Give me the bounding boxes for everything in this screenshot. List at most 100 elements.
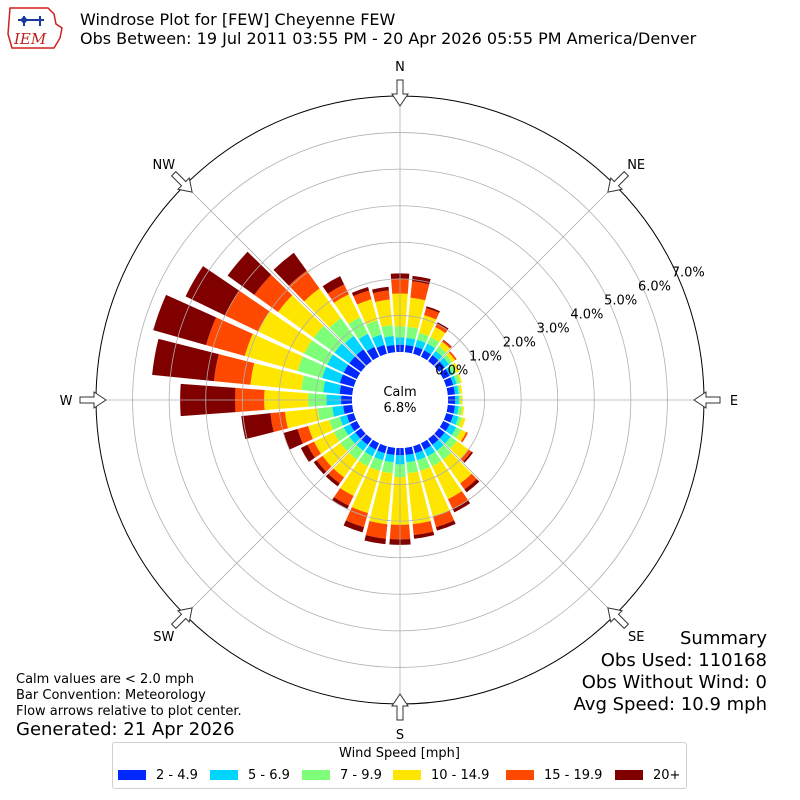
rose-bar-segment [381, 460, 394, 474]
rose-bar-segment [417, 332, 429, 343]
calm-definition-note: Calm values are < 2.0 mph [16, 672, 195, 687]
rose-bar-segment [436, 322, 449, 331]
rose-bar-segment [448, 351, 457, 361]
rose-bar-segment [278, 295, 324, 338]
rose-bar-segment [413, 346, 423, 357]
rose-bar-segment [410, 281, 430, 301]
legend-swatch [393, 770, 421, 780]
radial-tick-label: 7.0% [672, 266, 705, 281]
rose-bar-segment [424, 343, 436, 355]
compass-label: N [395, 60, 405, 75]
rose-bar-segment [357, 299, 378, 325]
radial-tick-label: 0.0% [435, 364, 468, 379]
legend-item: 2 - 4.9 [118, 768, 198, 783]
rose-bar-segment [206, 317, 253, 357]
rose-bar-segment [339, 415, 350, 426]
rose-bar-segment [317, 406, 334, 421]
radial-tick-label: 3.0% [537, 322, 570, 337]
rose-bar-segment [445, 366, 454, 376]
rose-bar-segment [331, 497, 349, 510]
rose-bar-segment [329, 318, 354, 344]
rose-bar-segment [407, 297, 426, 329]
flow-arrow-icon [170, 607, 193, 630]
rose-bar-segment [458, 384, 463, 394]
rose-bar-segment [353, 290, 372, 305]
grid-spoke [433, 184, 616, 367]
rose-bar-segment [364, 445, 376, 457]
rose-bar-segment [344, 335, 364, 356]
rose-bar-segment [452, 500, 471, 513]
compass-label: SE [628, 630, 644, 645]
rose-bar-segment [405, 337, 416, 347]
rose-bar-segment [333, 452, 357, 478]
rose-bar-segment [244, 333, 303, 371]
legend-label: 20+ [653, 768, 681, 783]
rose-bar-segment [346, 413, 357, 423]
rose-bar-segment [415, 450, 426, 461]
rose-bar-segment [427, 451, 442, 467]
rose-bar-segment [443, 413, 454, 423]
rose-bar-segment [356, 439, 368, 451]
compass-label: W [60, 394, 73, 409]
rose-bar-segment [323, 381, 342, 394]
rose-bar-segment [457, 385, 461, 395]
rose-bar-segment [327, 284, 349, 303]
rose-bar-segment [316, 455, 332, 472]
rose-bar-segment [241, 413, 274, 440]
rose-bar-segment [434, 361, 445, 372]
rose-bar-segment [322, 276, 345, 294]
rose-bar-segment [438, 341, 451, 353]
rose-bar-segment [463, 451, 474, 463]
rose-bar-segment [427, 337, 440, 349]
rose-bar-segment [456, 429, 467, 442]
summary-avg-speed: Avg Speed: 10.9 mph [573, 694, 767, 715]
rose-bar-segment [460, 432, 468, 443]
rose-bar-segment [322, 366, 343, 383]
rose-bar-segment [358, 333, 375, 352]
rose-bar-segment [457, 373, 463, 383]
rose-bar-segment [436, 444, 452, 460]
grid-spoke [433, 433, 616, 616]
legend-swatch [506, 770, 534, 780]
rose-bar-segment [361, 434, 372, 445]
rose-bar-segment [369, 457, 383, 471]
rose-bar-segment [368, 439, 380, 450]
rose-bar-segment [152, 338, 219, 382]
rose-bar-segment [412, 520, 434, 536]
legend-item: 15 - 19.9 [506, 768, 602, 783]
rose-bar-segment [284, 408, 320, 429]
rose-bar-segment [447, 491, 469, 510]
legend-label: 2 - 4.9 [156, 768, 198, 783]
rose-bar-segment [424, 445, 436, 457]
rose-bar-segment [428, 434, 439, 445]
flow-arrow-icon [693, 391, 721, 409]
rose-bar-segment [435, 346, 447, 357]
rose-bar-segment [453, 405, 459, 415]
rose-bar-segment [450, 375, 457, 385]
rose-bar-segment [450, 440, 469, 459]
rose-bar-segment [413, 531, 435, 539]
rose-bar-segment [443, 452, 472, 484]
legend-item: 20+ [615, 768, 680, 783]
flow-arrow-icon [607, 607, 630, 630]
rose-bar-segment [432, 350, 443, 361]
flow-arrow-icon [391, 79, 409, 107]
rose-bar-segment [430, 327, 446, 343]
rose-bar-segment [372, 286, 389, 294]
rose-bar-segment [313, 460, 327, 475]
rose-bar-segment [460, 449, 472, 462]
rose-bar-segment [439, 420, 450, 432]
rose-bar-segment [412, 275, 431, 285]
legend-label: 5 - 6.9 [248, 768, 290, 783]
rose-bar-segment [432, 439, 444, 451]
rose-bar-segment [350, 420, 361, 432]
rose-bar-segment [458, 417, 466, 428]
logo-text: IEM [13, 30, 47, 48]
rose-bar-segment [420, 467, 450, 517]
legend-label: 7 - 9.9 [340, 768, 382, 783]
rose-bar-segment [322, 443, 348, 467]
rose-bar-segment [428, 355, 439, 366]
rose-bar-segment [448, 364, 457, 375]
rose-bar-segment [446, 386, 456, 396]
speed-legend: Wind Speed [mph] 2 - 4.9 5 - 6.9 7 - 9.9… [112, 742, 687, 789]
